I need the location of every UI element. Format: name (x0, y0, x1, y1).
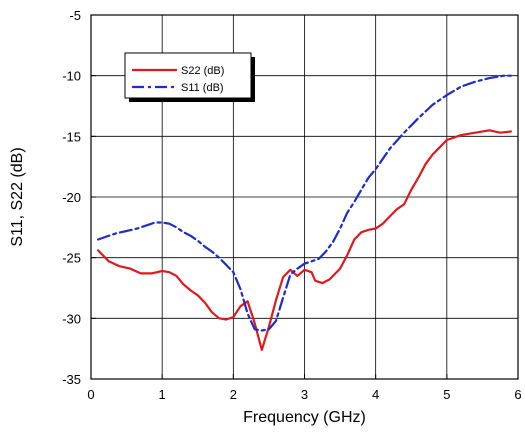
y-tick-label: -10 (62, 69, 81, 84)
x-tick-label: 0 (87, 387, 94, 402)
x-tick-label: 6 (514, 387, 521, 402)
x-tick-label: 5 (443, 387, 450, 402)
legend: S22 (dB) S11 (dB) (124, 52, 255, 102)
series-lines (96, 74, 512, 351)
series-line-s22 (96, 129, 512, 351)
y-tick-label: -25 (62, 251, 81, 266)
series-line-s11 (96, 74, 512, 332)
axis-ticks: 0 1 2 3 4 5 6 -35 -30 -25 -20 -15 -10 -5 (62, 8, 521, 402)
x-tick-label: 4 (372, 387, 379, 402)
x-tick-label: 2 (230, 387, 237, 402)
x-tick-label: 3 (301, 387, 308, 402)
x-tick-label: 1 (159, 387, 166, 402)
y-tick-label: -5 (69, 8, 81, 23)
y-tick-label: -30 (62, 311, 81, 326)
legend-label-s11: S11 (dB) (181, 82, 224, 94)
y-tick-label: -35 (62, 372, 81, 387)
legend-label-s22: S22 (dB) (181, 65, 224, 77)
legend-box (124, 52, 252, 99)
y-axis-title: S11, S22 (dB) (9, 147, 26, 246)
y-tick-label: -20 (62, 190, 81, 205)
grid (91, 15, 518, 379)
y-tick-label: -15 (62, 129, 81, 144)
x-axis-title: Frequency (GHz) (243, 409, 366, 426)
